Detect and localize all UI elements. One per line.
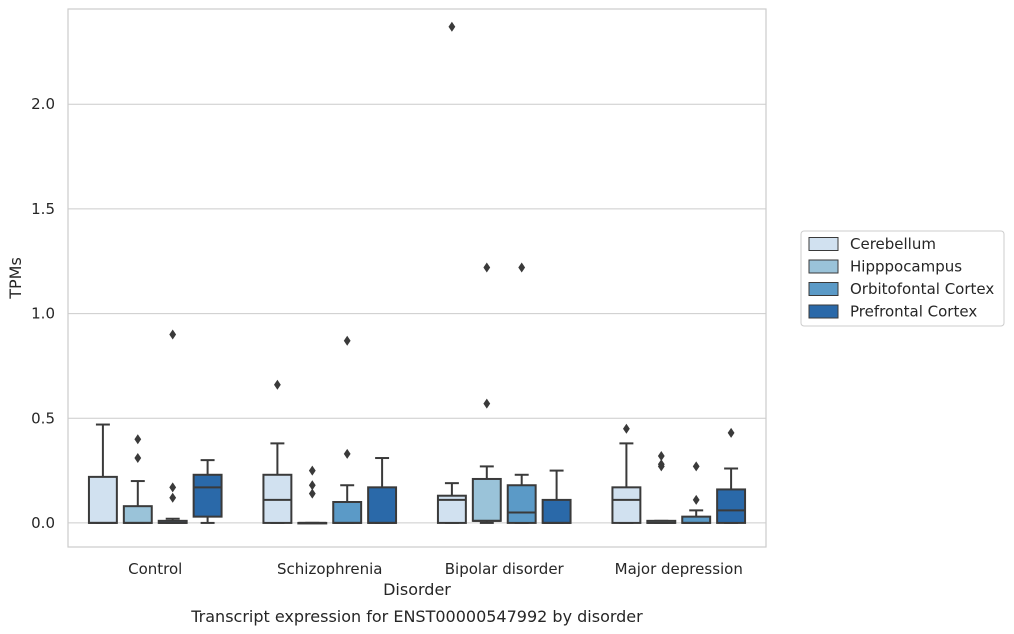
box-body (192, 473, 223, 518)
outlier-point (448, 21, 456, 32)
y-tick-label: 0.0 (31, 514, 55, 532)
box-2-2 (506, 262, 537, 524)
x-tick-label: Schizophrenia (277, 560, 382, 578)
plot-frame (67, 8, 767, 548)
box-body (506, 484, 537, 524)
box-marks (87, 21, 747, 525)
box-1-1 (297, 465, 328, 525)
box-body (716, 488, 747, 524)
outlier-point (308, 488, 316, 499)
legend-swatch (808, 304, 839, 319)
outlier-point (483, 262, 491, 273)
legend-label: Cerebellum (850, 235, 936, 253)
x-tick-label: Major depression (615, 560, 743, 578)
box-2-1 (471, 262, 502, 524)
y-axis-label: TPMs (6, 257, 25, 300)
box-3-0 (611, 423, 642, 524)
outlier-point (169, 492, 177, 503)
legend-label: Orbitofontal Cortex (850, 280, 994, 298)
outlier-point (169, 329, 177, 340)
x-tick-label: Bipolar disorder (445, 560, 565, 578)
box-2-3 (541, 469, 572, 524)
outlier-point (692, 461, 700, 472)
box-body (262, 473, 293, 524)
box-1-3 (367, 457, 398, 524)
outlier-point (343, 448, 351, 459)
box-body (122, 505, 153, 524)
outlier-point (518, 262, 526, 273)
outlier-point (623, 423, 630, 434)
box-0-0 (87, 423, 118, 524)
legend: Cerebellum Hipppocampus Orbitofontal Corte… (800, 230, 1005, 327)
outlier-point (727, 427, 735, 438)
box-body (87, 475, 118, 524)
box-1-0 (262, 379, 293, 524)
x-tick-labels: Control Schizophrenia Bipolar disorder Majo… (128, 560, 743, 578)
outlier-point (657, 459, 665, 470)
legend-swatch (808, 259, 839, 274)
legend-label: Prefrontal Cortex (850, 303, 977, 321)
x-axis-label: Disorder (383, 580, 451, 599)
box-body (471, 477, 502, 522)
box-0-1 (122, 434, 153, 524)
outlier-point (308, 480, 316, 491)
box-0-3 (192, 459, 223, 524)
legend-frame (800, 230, 1005, 327)
outlier-point (169, 482, 177, 493)
box-3-2 (681, 461, 712, 524)
legend-swatch (808, 282, 839, 296)
y-tick-labels: 0.0 0.5 1.0 1.5 2.0 (31, 95, 55, 532)
box-1-2 (332, 335, 363, 524)
y-tick-label: 1.5 (31, 200, 55, 218)
outlier-point (134, 453, 142, 464)
outlier-point (308, 465, 316, 476)
x-tick-label: Control (128, 560, 182, 578)
outlier-point (657, 450, 665, 461)
box-body (611, 486, 642, 524)
box-2-0 (436, 21, 467, 524)
legend-label: Hipppocampus (850, 258, 962, 276)
box-0-2 (157, 329, 188, 524)
y-tick-label: 1.0 (31, 305, 55, 323)
box-body (367, 486, 398, 524)
legend-swatch (808, 237, 839, 251)
outlier-point (483, 398, 491, 409)
y-tick-label: 2.0 (31, 95, 55, 113)
chart-caption: Transcript expression for ENST0000054799… (190, 607, 643, 626)
box-body (332, 500, 363, 524)
outlier-point (692, 494, 700, 505)
y-tick-label: 0.5 (31, 409, 55, 427)
outlier-point (343, 335, 351, 346)
box-3-1 (646, 450, 677, 524)
box-body (541, 498, 572, 524)
outlier-point (134, 434, 142, 445)
outlier-point (274, 379, 281, 390)
box-3-3 (716, 427, 747, 524)
